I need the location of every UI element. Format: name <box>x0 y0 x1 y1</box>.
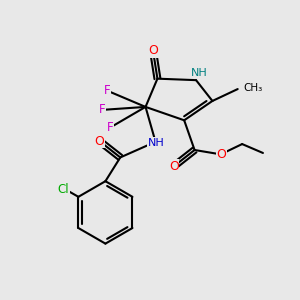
Text: F: F <box>103 84 110 97</box>
Text: O: O <box>169 160 179 173</box>
Text: O: O <box>148 44 158 57</box>
Text: O: O <box>94 135 104 148</box>
Text: F: F <box>106 121 113 134</box>
Text: F: F <box>99 103 106 116</box>
Text: NH: NH <box>148 138 164 148</box>
Text: O: O <box>216 148 226 161</box>
Text: NH: NH <box>191 68 207 78</box>
Text: CH₃: CH₃ <box>244 82 263 93</box>
Text: Cl: Cl <box>58 183 69 196</box>
